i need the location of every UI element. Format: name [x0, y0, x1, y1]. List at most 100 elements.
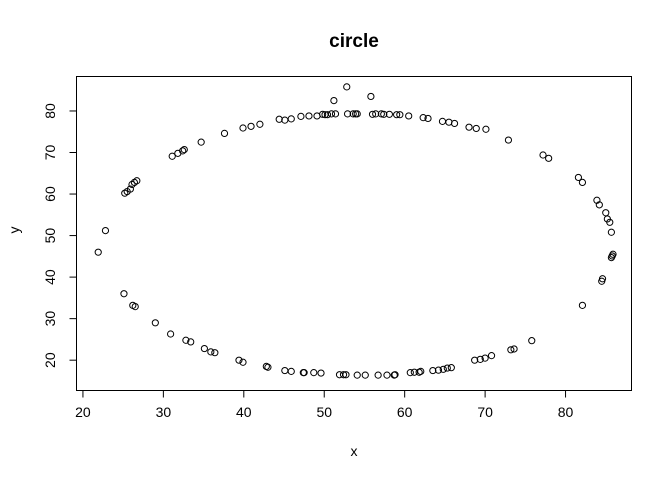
data-point-84 — [447, 364, 455, 372]
data-point-89 — [476, 355, 484, 363]
data-point-54 — [349, 110, 357, 118]
data-point-19 — [197, 138, 205, 146]
data-point-12 — [167, 330, 175, 338]
data-point-53 — [343, 83, 351, 91]
data-point-78 — [429, 366, 437, 375]
data-point-39 — [305, 112, 313, 120]
data-point-98 — [545, 154, 553, 162]
plot-area-frame — [76, 76, 632, 391]
x-tick-label-60: 60 — [397, 404, 413, 420]
data-point-8 — [133, 177, 141, 185]
y-axis-label: y — [6, 227, 22, 234]
data-point-61 — [372, 110, 380, 118]
data-point-92 — [487, 352, 496, 360]
data-point-15 — [179, 147, 187, 155]
data-point-57 — [353, 371, 361, 379]
data-point-52 — [343, 110, 352, 118]
data-point-38 — [300, 369, 308, 377]
y-tick-label-70: 70 — [42, 145, 58, 161]
data-point-1 — [101, 226, 110, 235]
data-point-88 — [472, 124, 480, 133]
data-point-23 — [220, 129, 229, 137]
data-point-81 — [439, 365, 447, 373]
data-point-109 — [607, 228, 615, 236]
y-axis: 20 30 40 50 60 70 80 — [42, 103, 77, 368]
data-point-99 — [574, 173, 583, 182]
x-axis: 20 30 40 50 60 70 80 — [75, 390, 574, 420]
data-point-40 — [310, 369, 318, 377]
data-point-2 — [120, 290, 128, 298]
data-point-105 — [598, 275, 607, 283]
data-point-46 — [327, 110, 336, 118]
data-point-63 — [377, 110, 385, 118]
data-point-75 — [417, 367, 425, 375]
data-point-82 — [443, 364, 451, 372]
data-point-35 — [287, 115, 295, 123]
data-point-27 — [247, 122, 255, 130]
data-point-25 — [239, 358, 247, 366]
data-point-47 — [330, 96, 338, 105]
y-tick-label-80: 80 — [42, 103, 58, 119]
data-point-59 — [367, 92, 375, 101]
data-point-32 — [281, 366, 289, 375]
data-point-48 — [331, 110, 340, 118]
data-point-86 — [465, 123, 473, 131]
data-point-64 — [380, 110, 388, 118]
data-point-58 — [361, 371, 369, 379]
data-point-60 — [368, 110, 377, 118]
data-point-11 — [151, 319, 159, 327]
data-point-97 — [539, 151, 547, 159]
data-point-96 — [528, 337, 536, 345]
x-tick-label-20: 20 — [75, 404, 91, 420]
x-tick-label-70: 70 — [477, 404, 493, 420]
data-point-24 — [235, 356, 243, 364]
data-point-51 — [342, 371, 350, 379]
data-point-93 — [504, 136, 513, 144]
data-point-10 — [131, 303, 139, 311]
data-point-76 — [419, 114, 427, 122]
data-point-71 — [405, 112, 413, 120]
y-tick-label-40: 40 — [42, 269, 58, 285]
data-point-21 — [207, 348, 215, 356]
x-tick-label-50: 50 — [316, 404, 332, 420]
data-point-43 — [319, 110, 327, 118]
data-point-22 — [211, 349, 219, 357]
data-point-108 — [606, 218, 614, 226]
chart-title: circle — [329, 31, 379, 52]
data-point-100 — [578, 178, 587, 187]
y-tick-label-30: 30 — [42, 311, 58, 327]
data-point-0 — [94, 248, 102, 256]
data-point-77 — [424, 114, 432, 123]
data-point-101 — [578, 301, 587, 309]
data-point-42 — [317, 369, 325, 377]
data-point-6 — [128, 180, 136, 189]
data-point-94 — [507, 346, 515, 354]
data-point-79 — [434, 366, 443, 374]
data-point-80 — [438, 117, 447, 125]
data-point-91 — [482, 125, 490, 133]
data-point-106 — [602, 209, 610, 217]
data-point-5 — [126, 185, 134, 193]
data-point-17 — [182, 336, 190, 344]
data-point-90 — [481, 354, 489, 362]
data-point-72 — [406, 369, 414, 377]
data-point-50 — [339, 371, 348, 379]
data-point-18 — [187, 338, 195, 346]
data-point-65 — [383, 371, 391, 379]
x-tick-label-80: 80 — [558, 404, 574, 420]
data-point-95 — [510, 345, 518, 353]
data-point-85 — [450, 119, 459, 128]
points-layer — [94, 83, 617, 379]
y-tick-label-50: 50 — [42, 228, 58, 244]
data-point-16 — [180, 146, 188, 154]
data-point-28 — [256, 120, 264, 128]
data-point-68 — [391, 371, 399, 379]
x-tick-label-30: 30 — [156, 404, 172, 420]
data-point-112 — [609, 250, 617, 258]
data-point-26 — [239, 124, 247, 132]
data-point-30 — [264, 363, 272, 371]
x-tick-label-40: 40 — [236, 404, 252, 420]
y-tick-label-60: 60 — [42, 186, 58, 202]
data-point-13 — [168, 152, 176, 160]
